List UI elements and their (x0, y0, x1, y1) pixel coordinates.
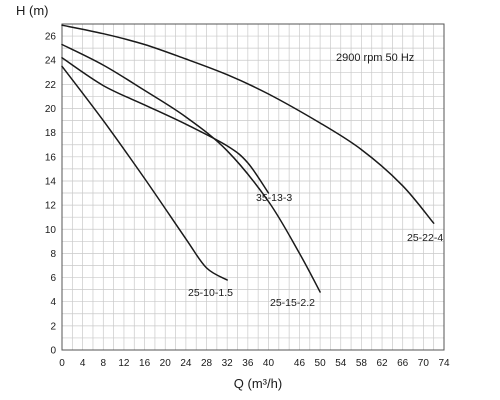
curve-35-13-3 (61, 57, 270, 194)
curve-label-25-10-1.5: 25-10-1.5 (188, 287, 233, 299)
x-tick-label: 36 (242, 358, 254, 369)
y-tick-label: 22 (45, 80, 57, 91)
x-tick-label: 40 (263, 358, 275, 369)
curve-25-22-4 (61, 24, 435, 224)
x-tick-label: 4 (80, 358, 86, 369)
x-tick-label: 28 (201, 358, 213, 369)
y-axis-label: H (m) (16, 3, 49, 18)
y-tick-label: 6 (50, 273, 56, 284)
x-tick-label: 20 (160, 358, 172, 369)
x-axis-label: Q (m³/h) (234, 376, 282, 391)
curve-label-25-22-4: 25-22-4 (407, 232, 443, 244)
curve-label-35-13-3: 35-13-3 (256, 192, 292, 204)
x-tick-label: 54 (335, 358, 347, 369)
y-tick-label: 24 (45, 56, 57, 67)
y-tick-label: 8 (50, 249, 56, 260)
y-tick-label: 2 (50, 321, 56, 332)
speed-frequency-note: 2900 rpm 50 Hz (336, 52, 414, 64)
x-tick-label: 66 (397, 358, 409, 369)
x-tick-label: 24 (180, 358, 192, 369)
x-tick-label: 46 (294, 358, 306, 369)
curve-25-10-1.5 (61, 65, 228, 281)
curve-25-15-2.2 (61, 43, 321, 293)
x-tick-label: 58 (356, 358, 368, 369)
y-tick-label: 20 (45, 104, 57, 115)
x-tick-label: 0 (59, 358, 65, 369)
x-tick-label: 12 (118, 358, 130, 369)
y-tick-label: 12 (45, 201, 57, 212)
plot-frame (61, 23, 445, 351)
y-tick-label: 4 (50, 297, 56, 308)
y-tick-label: 16 (45, 152, 57, 163)
x-tick-label: 70 (418, 358, 430, 369)
x-tick-labels: 0 4 8 12 16 20 24 28 32 36 40 46 50 54 58 62 66 70 74 (59, 358, 450, 369)
curve-labels: 25-10-1.5 35-13-3 25-15-2.2 25-22-4 (188, 192, 443, 309)
x-tick-label: 74 (438, 358, 450, 369)
y-tick-label: 18 (45, 128, 57, 139)
curve-label-25-15-2.2: 25-15-2.2 (270, 297, 315, 309)
y-tick-label: 0 (50, 346, 56, 357)
x-tick-label: 50 (315, 358, 327, 369)
pump-curves (61, 24, 435, 293)
y-tick-label: 14 (45, 176, 57, 187)
x-tick-label: 8 (101, 358, 107, 369)
x-tick-label: 62 (376, 358, 388, 369)
grid (62, 24, 444, 350)
y-tick-label: 26 (45, 32, 57, 43)
x-tick-label: 16 (139, 358, 151, 369)
x-tick-label: 32 (222, 358, 234, 369)
y-tick-label: 10 (45, 225, 57, 236)
